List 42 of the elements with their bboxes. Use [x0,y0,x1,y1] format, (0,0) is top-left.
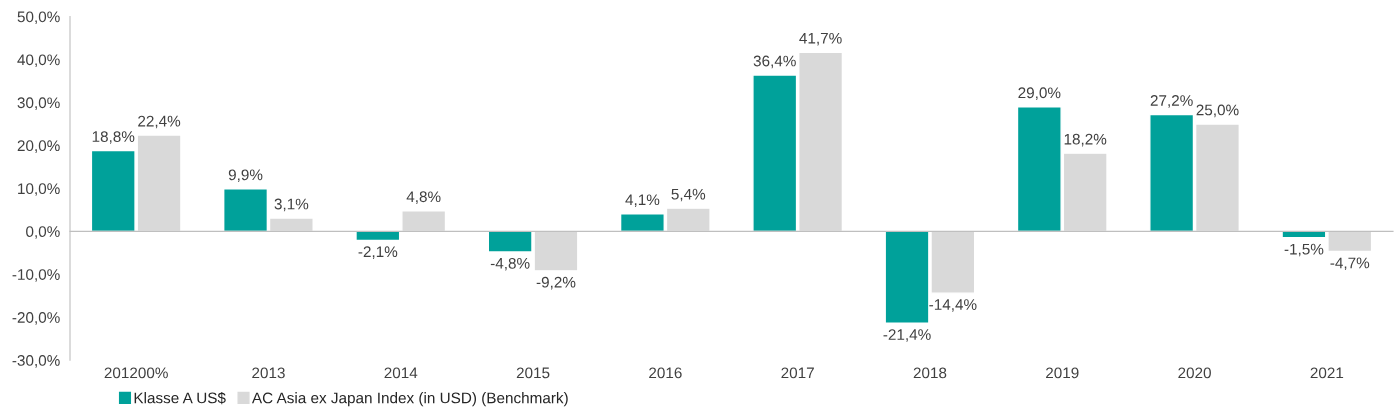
data-label: -2,1% [358,246,398,259]
y-tick-label: -30,0% [12,355,60,368]
bar [401,210,447,233]
data-label: -1,5% [1284,243,1324,257]
data-label: 41,7% [799,32,842,46]
data-label: -21,4% [883,329,931,342]
legend-label: AC Asia ex Japan Index (in USD) (Benchmark) [251,392,568,407]
x-tick-label: 2014 [384,367,418,379]
data-label: 25,0% [1196,104,1239,118]
data-label: 18,8% [92,131,135,144]
y-tick-label: 40,0% [17,54,60,67]
y-tick-label: 30,0% [17,97,60,110]
x-tick-label: 2020 [1178,367,1211,379]
data-label: 4,8% [406,191,441,204]
y-tick-label: 20,0% [17,140,60,153]
x-tick-label: 2013 [252,367,285,379]
data-label: 18,2% [1064,133,1107,147]
data-label: -9,2% [536,276,576,290]
data-label: 22,4% [138,115,181,129]
data-label: 4,1% [625,194,660,207]
data-label: 29,0% [1018,87,1061,100]
x-tick-label: 2021 [1310,367,1344,379]
data-label: 3,1% [274,198,309,212]
x-tick-label: 2016 [649,367,682,379]
data-label: -4,7% [1330,257,1370,271]
y-tick-label: 10,0% [18,183,60,196]
y-tick-label: 0,0% [26,226,60,239]
y-tick-label: -20,0% [12,312,60,325]
data-label: 36,4% [753,55,796,69]
y-tick-label: -10,0% [12,269,60,282]
x-tick-label: 201200% [104,367,168,379]
x-tick-label: 2018 [913,367,947,379]
data-label: -4,8% [490,257,530,271]
data-label: 9,9% [228,169,263,183]
legend-label: Klasse A US$ [134,391,226,405]
x-tick-label: 2017 [781,367,814,379]
y-tick-label: 50,0% [17,11,60,25]
data-label: 5,4% [671,188,706,202]
x-tick-label: 2015 [516,367,550,379]
x-tick-label: 2019 [1046,367,1079,379]
data-label: 27,2% [1150,95,1193,108]
data-label: -14,4% [929,299,977,312]
